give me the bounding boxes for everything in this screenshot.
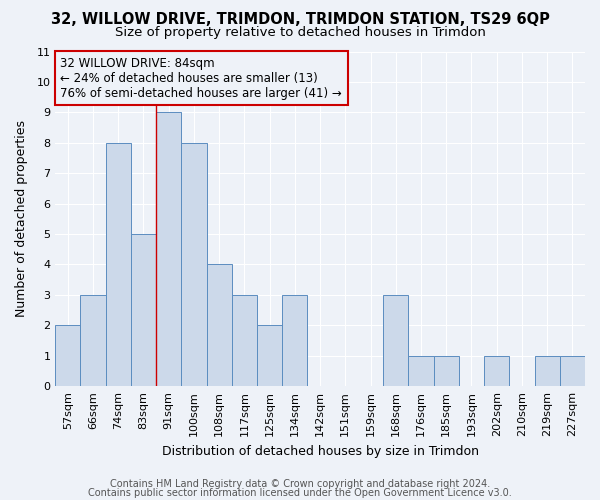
Text: Size of property relative to detached houses in Trimdon: Size of property relative to detached ho… [115,26,485,39]
Bar [560,356,585,386]
Bar [181,143,206,386]
Text: Contains public sector information licensed under the Open Government Licence v3: Contains public sector information licen… [88,488,512,498]
Bar [282,295,307,386]
Bar [106,143,131,386]
Text: 32 WILLOW DRIVE: 84sqm
← 24% of detached houses are smaller (13)
76% of semi-det: 32 WILLOW DRIVE: 84sqm ← 24% of detached… [61,56,342,100]
Bar [409,356,434,386]
Bar [232,295,257,386]
Text: 32, WILLOW DRIVE, TRIMDON, TRIMDON STATION, TS29 6QP: 32, WILLOW DRIVE, TRIMDON, TRIMDON STATI… [50,12,550,28]
Bar [131,234,156,386]
Bar [383,295,409,386]
Text: Contains HM Land Registry data © Crown copyright and database right 2024.: Contains HM Land Registry data © Crown c… [110,479,490,489]
Bar [434,356,459,386]
Bar [535,356,560,386]
Bar [156,112,181,386]
Bar [257,326,282,386]
Bar [80,295,106,386]
Y-axis label: Number of detached properties: Number of detached properties [15,120,28,318]
Bar [484,356,509,386]
Bar [55,326,80,386]
X-axis label: Distribution of detached houses by size in Trimdon: Distribution of detached houses by size … [161,444,479,458]
Bar [206,264,232,386]
